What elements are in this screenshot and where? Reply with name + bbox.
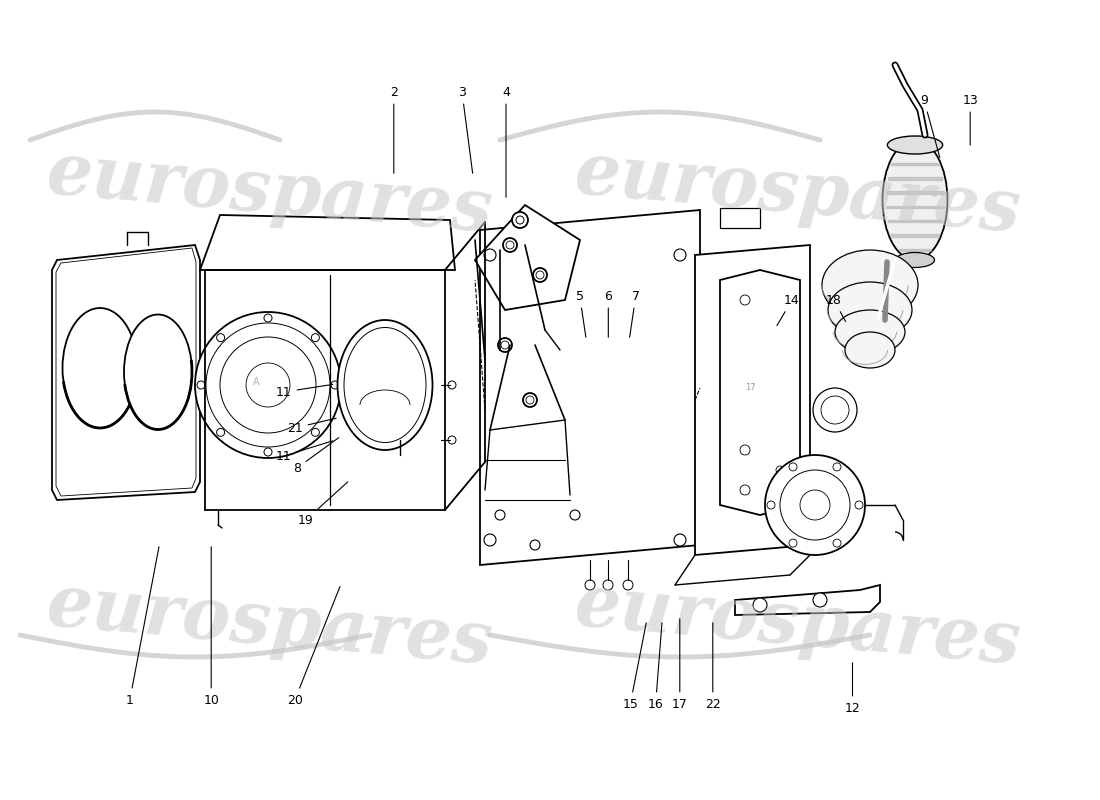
Polygon shape xyxy=(475,205,580,310)
Text: 11: 11 xyxy=(276,441,333,462)
Circle shape xyxy=(484,249,496,261)
Circle shape xyxy=(855,501,864,509)
Text: 11: 11 xyxy=(276,385,333,398)
Bar xyxy=(720,208,760,228)
Circle shape xyxy=(789,539,797,547)
Polygon shape xyxy=(735,585,880,615)
Circle shape xyxy=(220,337,316,433)
Circle shape xyxy=(833,539,842,547)
Polygon shape xyxy=(200,215,455,270)
Circle shape xyxy=(264,448,272,456)
Ellipse shape xyxy=(882,140,947,260)
Circle shape xyxy=(197,381,205,389)
Circle shape xyxy=(503,238,517,252)
Circle shape xyxy=(674,249,686,261)
Polygon shape xyxy=(480,210,700,565)
Circle shape xyxy=(833,463,842,471)
Text: 8: 8 xyxy=(293,438,339,474)
Text: 17: 17 xyxy=(672,618,688,710)
Text: 2: 2 xyxy=(389,86,398,174)
Text: 12: 12 xyxy=(845,662,860,714)
Ellipse shape xyxy=(845,332,895,368)
Text: 16: 16 xyxy=(648,622,663,710)
Text: 9: 9 xyxy=(920,94,939,158)
Circle shape xyxy=(311,428,319,436)
Circle shape xyxy=(195,312,341,458)
Circle shape xyxy=(522,393,537,407)
Text: eurospares: eurospares xyxy=(44,569,496,679)
Text: 21: 21 xyxy=(287,418,337,434)
Circle shape xyxy=(264,314,272,322)
Text: 20: 20 xyxy=(287,586,340,706)
Circle shape xyxy=(623,580,632,590)
Text: 7: 7 xyxy=(629,290,640,338)
Circle shape xyxy=(764,455,865,555)
Circle shape xyxy=(512,212,528,228)
Text: 5: 5 xyxy=(575,290,586,338)
Ellipse shape xyxy=(828,282,912,338)
Circle shape xyxy=(570,510,580,520)
Circle shape xyxy=(311,334,319,342)
Circle shape xyxy=(754,598,767,612)
Text: 13: 13 xyxy=(962,94,978,146)
Text: eurospares: eurospares xyxy=(572,137,1024,247)
Text: A: A xyxy=(253,377,260,387)
Circle shape xyxy=(603,580,613,590)
Circle shape xyxy=(448,381,456,389)
Ellipse shape xyxy=(63,308,138,428)
Ellipse shape xyxy=(888,136,943,154)
Circle shape xyxy=(498,338,512,352)
Text: 3: 3 xyxy=(458,86,473,174)
Polygon shape xyxy=(720,270,800,515)
Text: 22: 22 xyxy=(705,622,720,710)
Text: 1: 1 xyxy=(125,546,160,706)
Text: 18: 18 xyxy=(826,294,846,322)
Ellipse shape xyxy=(338,320,432,450)
Circle shape xyxy=(331,381,339,389)
Circle shape xyxy=(767,501,775,509)
Circle shape xyxy=(448,436,456,444)
Circle shape xyxy=(495,510,505,520)
Ellipse shape xyxy=(822,250,918,320)
Text: 19: 19 xyxy=(298,482,348,526)
Circle shape xyxy=(813,593,827,607)
Text: 17: 17 xyxy=(745,383,756,392)
Text: eurospares: eurospares xyxy=(572,569,1024,679)
Circle shape xyxy=(217,428,224,436)
Text: 4: 4 xyxy=(502,86,510,198)
Circle shape xyxy=(674,534,686,546)
Circle shape xyxy=(813,388,857,432)
Polygon shape xyxy=(695,245,810,555)
Circle shape xyxy=(585,580,595,590)
Circle shape xyxy=(217,334,224,342)
Circle shape xyxy=(789,463,797,471)
Ellipse shape xyxy=(895,253,935,267)
Circle shape xyxy=(530,540,540,550)
Ellipse shape xyxy=(124,314,192,430)
Circle shape xyxy=(484,534,496,546)
Text: 10: 10 xyxy=(204,546,219,706)
Polygon shape xyxy=(52,245,200,500)
Text: 6: 6 xyxy=(604,290,613,338)
Circle shape xyxy=(534,268,547,282)
Text: 15: 15 xyxy=(623,622,647,710)
Text: 14: 14 xyxy=(777,294,800,326)
Ellipse shape xyxy=(835,310,905,354)
Text: eurospares: eurospares xyxy=(44,137,496,247)
